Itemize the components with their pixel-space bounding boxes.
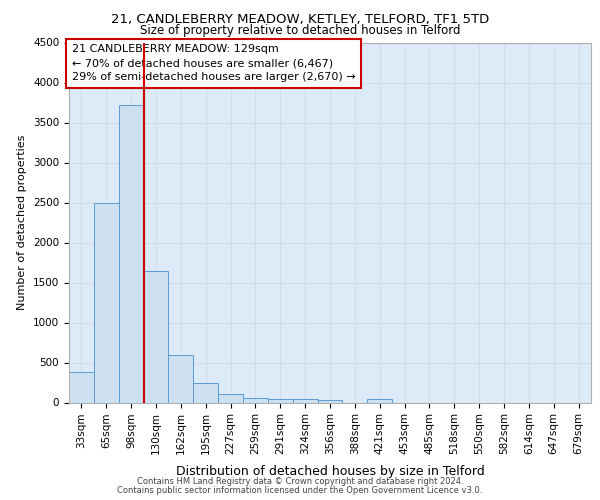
Bar	[193, 384, 218, 402]
Text: Size of property relative to detached houses in Telford: Size of property relative to detached ho…	[140, 24, 460, 37]
X-axis label: Distribution of detached houses by size in Telford: Distribution of detached houses by size …	[176, 466, 484, 478]
Bar	[218, 394, 243, 402]
Text: Contains HM Land Registry data © Crown copyright and database right 2024.: Contains HM Land Registry data © Crown c…	[137, 477, 463, 486]
Bar	[69, 372, 94, 402]
Bar	[119, 105, 143, 403]
Text: Contains public sector information licensed under the Open Government Licence v3: Contains public sector information licen…	[118, 486, 482, 495]
Text: 21 CANDLEBERRY MEADOW: 129sqm
← 70% of detached houses are smaller (6,467)
29% o: 21 CANDLEBERRY MEADOW: 129sqm ← 70% of d…	[71, 44, 355, 82]
Bar	[268, 398, 293, 402]
Bar	[143, 272, 169, 402]
Y-axis label: Number of detached properties: Number of detached properties	[17, 135, 28, 310]
Bar	[317, 400, 343, 402]
Bar	[169, 356, 193, 403]
Bar	[243, 398, 268, 402]
Bar	[367, 398, 392, 402]
Bar	[293, 398, 317, 402]
Bar	[94, 202, 119, 402]
Text: 21, CANDLEBERRY MEADOW, KETLEY, TELFORD, TF1 5TD: 21, CANDLEBERRY MEADOW, KETLEY, TELFORD,…	[111, 12, 489, 26]
